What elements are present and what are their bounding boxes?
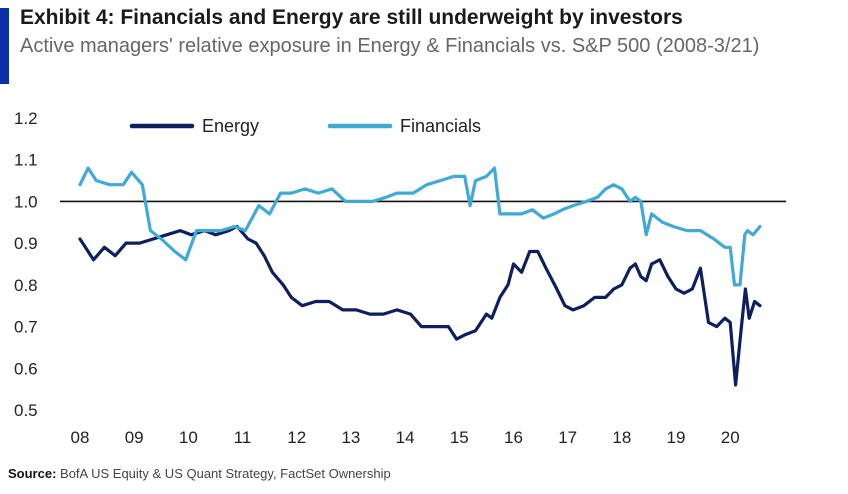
x-tick-label: 08 (71, 428, 90, 447)
y-tick-label: 1.2 (14, 109, 38, 128)
x-tick-label: 13 (341, 428, 360, 447)
exhibit-title: Exhibit 4: Financials and Energy are sti… (20, 6, 683, 29)
series-layer (78, 166, 762, 387)
y-tick-label: 0.8 (14, 276, 38, 295)
x-tick-label: 12 (287, 428, 306, 447)
y-tick-label: 0.6 (14, 359, 38, 378)
series-line-financials (78, 166, 762, 287)
x-tick-label: 10 (179, 428, 198, 447)
series-line-energy (78, 224, 762, 387)
legend: Energy Financials (129, 116, 481, 136)
x-tick-label: 11 (234, 428, 252, 447)
legend-label-energy: Energy (202, 116, 259, 136)
y-tick-label: 1.0 (14, 192, 38, 211)
x-tick-label: 16 (504, 428, 523, 447)
x-tick-label: 14 (396, 428, 415, 447)
x-tick-label: 20 (721, 428, 740, 447)
accent-bar (0, 8, 9, 84)
exhibit-subtitle: Active managers' relative exposure in En… (20, 35, 760, 57)
y-tick-label: 1.1 (14, 151, 38, 170)
source-note: Source: BofA US Equity & US Quant Strate… (8, 466, 391, 481)
y-tick-label: 0.7 (14, 318, 38, 337)
x-tick-label: 17 (558, 428, 577, 447)
x-tick-label: 09 (125, 428, 144, 447)
x-tick-label: 18 (612, 428, 631, 447)
y-tick-label: 0.5 (14, 401, 38, 420)
legend-label-financials: Financials (400, 116, 481, 136)
source-text: BofA US Equity & US Quant Strategy, Fact… (60, 466, 391, 481)
y-axis-ticks: 0.5 0.6 0.7 0.8 0.9 1.0 1.1 1.2 (14, 109, 38, 420)
x-tick-label: 19 (667, 428, 686, 447)
x-tick-label: 15 (450, 428, 469, 447)
y-tick-label: 0.9 (14, 234, 38, 253)
line-chart: 0.5 0.6 0.7 0.8 0.9 1.0 1.1 1.2 08 09 10 11 12 13 14 1… (14, 109, 786, 447)
x-axis-ticks: 08 09 10 11 12 13 14 15 16 17 18 19 20 (71, 428, 740, 447)
source-label: Source: (8, 466, 57, 481)
